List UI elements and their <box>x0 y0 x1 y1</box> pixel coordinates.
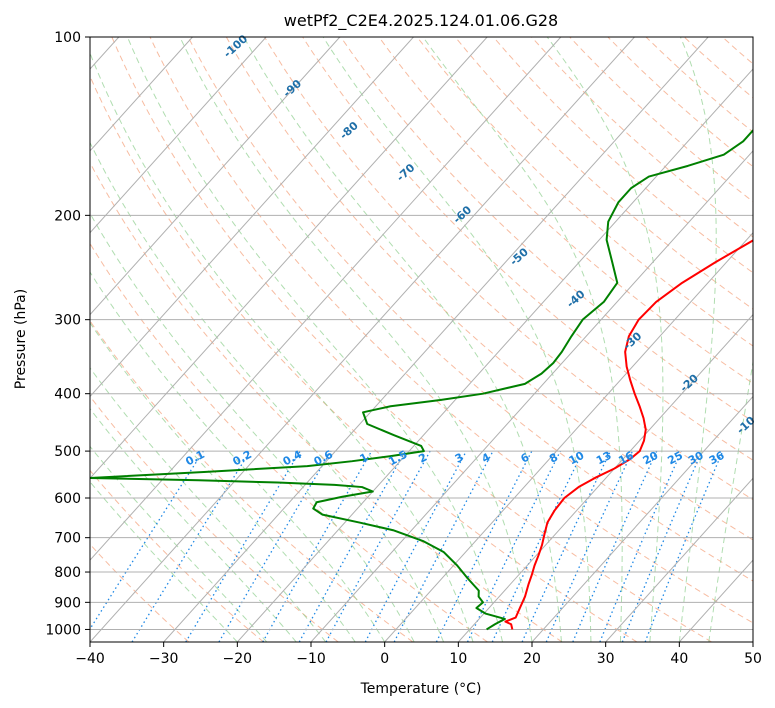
chart-title: wetPf2_C2E4.2025.124.01.06.G28 <box>284 11 558 31</box>
mixing-ratio-line <box>364 450 467 642</box>
x-tick-label: −10 <box>296 651 326 667</box>
x-tick-label: 10 <box>449 651 467 667</box>
isotherm-gridline <box>90 37 635 642</box>
mixing-ratio-line <box>90 450 204 631</box>
mixing-ratio-label: 13 <box>594 449 614 468</box>
dry-adiabat <box>90 161 563 642</box>
axis-tick-layer: −40 −30 −20 −10 0 10 20 30 40 50 1000 900 800 700 600 5… <box>45 30 762 667</box>
y-tick-label: 700 <box>54 531 81 547</box>
dry-adiabat <box>90 242 488 642</box>
isotherm-gridline <box>90 37 562 561</box>
y-tick-label: 900 <box>54 595 81 611</box>
moist-adiabat <box>90 445 268 642</box>
x-tick-label: −20 <box>223 651 253 667</box>
isotherm-gridline <box>457 313 753 642</box>
isotherm-gridline <box>90 37 267 234</box>
dry-adiabat <box>340 37 753 423</box>
isotherm-gridline <box>531 395 753 642</box>
mixing-ratio-line <box>466 450 561 642</box>
moist-adiabat <box>90 51 474 642</box>
series-layer <box>90 128 753 631</box>
isotherm-gridline <box>90 37 488 480</box>
mixing-ratio-label: 10 <box>567 449 587 468</box>
moist-adiabat <box>126 37 504 642</box>
moist-adiabat <box>422 37 623 642</box>
x-tick-label: 30 <box>597 651 615 667</box>
mixing-ratio-line <box>521 450 611 642</box>
y-tick-label: 100 <box>54 30 81 46</box>
x-tick-label: −40 <box>75 651 105 667</box>
y-axis-label: Pressure (hPa) <box>13 289 29 389</box>
x-tick-label: 0 <box>380 651 389 667</box>
y-tick-label: 400 <box>54 387 81 403</box>
dry-adiabat <box>90 75 638 642</box>
dry-adiabat <box>149 37 753 624</box>
moist-adiabat <box>90 212 415 642</box>
isotherm-gridline <box>310 150 753 642</box>
y-tick-label: 800 <box>54 565 81 581</box>
moist-adiabat <box>90 141 445 642</box>
dry-adiabat <box>111 37 712 642</box>
dry-adiabat <box>416 37 753 347</box>
mixing-ratio-label: 16 <box>616 449 636 468</box>
x-tick-label: 40 <box>670 651 688 667</box>
moist-adiabat <box>708 359 753 642</box>
isotherm-gridline <box>90 37 414 398</box>
dewpoint-profile-line <box>90 128 753 631</box>
moist-adiabat <box>243 37 562 642</box>
isotherm-gridline <box>163 37 709 642</box>
dry-adiabat <box>90 543 190 642</box>
mixing-ratio-label: 30 <box>686 449 706 468</box>
x-tick-label: 50 <box>744 651 762 667</box>
x-tick-label: 20 <box>523 651 541 667</box>
mixing-ratio-label: 25 <box>665 449 685 468</box>
dry-adiabat <box>90 469 264 642</box>
mixing-ratio-label: 20 <box>641 449 661 468</box>
y-tick-label: 300 <box>54 313 81 329</box>
mixing-ratio-label: 36 <box>707 449 727 468</box>
y-tick-label: 200 <box>54 208 81 224</box>
moist-adiabat <box>90 271 386 642</box>
isotherm-gridline <box>384 231 753 642</box>
dry-adiabat <box>90 395 339 642</box>
y-tick-label: 600 <box>54 491 81 507</box>
moist-adiabat <box>90 481 238 642</box>
temperature-profile-line <box>504 239 753 630</box>
dry-adiabat <box>454 37 753 310</box>
moist-adiabat <box>678 37 717 642</box>
y-tick-label: 500 <box>54 444 81 460</box>
dry-adiabat <box>378 37 753 385</box>
mixing-ratio-line <box>131 450 251 642</box>
mixing-ratio-line <box>325 450 431 642</box>
isotherm-gridline <box>236 68 753 642</box>
x-tick-label: −30 <box>149 651 179 667</box>
moist-adiabat <box>90 322 356 642</box>
y-tick-label: 1000 <box>45 622 81 638</box>
mixing-ratio-line <box>185 450 301 642</box>
moist-adiabat <box>546 37 664 642</box>
isotherm-gridline <box>90 37 341 316</box>
plot-frame <box>89 36 754 643</box>
mixing-ratio-line <box>218 450 332 642</box>
isotherm-gridline <box>605 477 753 642</box>
isotherm-gridline <box>90 37 193 152</box>
x-axis-label: Temperature (°C) <box>360 681 482 697</box>
dry-adiabat <box>302 37 753 461</box>
